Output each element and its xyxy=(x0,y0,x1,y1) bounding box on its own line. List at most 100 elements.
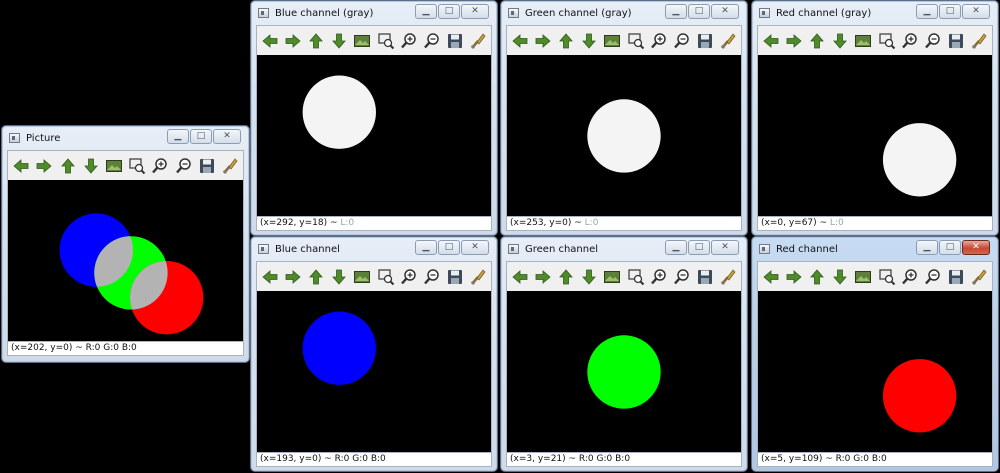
zoom-in-button[interactable] xyxy=(900,266,920,288)
close-button[interactable]: ✕ xyxy=(213,129,241,144)
maximize-button[interactable]: □ xyxy=(190,129,212,144)
titlebar[interactable]: Picture ▁ □ ✕ xyxy=(7,126,244,150)
arrow-up-button[interactable] xyxy=(306,266,326,288)
maximize-button[interactable]: □ xyxy=(688,240,710,255)
properties-button[interactable] xyxy=(468,30,488,52)
properties-button[interactable] xyxy=(969,266,989,288)
zoom-in-button[interactable] xyxy=(399,30,419,52)
minimize-button[interactable]: ▁ xyxy=(916,4,938,19)
arrow-down-button[interactable] xyxy=(329,30,349,52)
zoom-out-button[interactable] xyxy=(173,155,193,177)
minimize-button[interactable]: ▁ xyxy=(415,240,437,255)
arrow-down-button[interactable] xyxy=(81,155,101,177)
zoom-in-button[interactable] xyxy=(649,30,669,52)
close-button[interactable]: ✕ xyxy=(711,240,739,255)
close-button[interactable]: ✕ xyxy=(461,240,489,255)
titlebar[interactable]: Red channel ▁ □ ✕ xyxy=(757,237,993,261)
arrow-down-button[interactable] xyxy=(329,266,349,288)
arrow-left-button[interactable] xyxy=(260,30,280,52)
zoom-out-button[interactable] xyxy=(672,30,692,52)
save-button[interactable] xyxy=(445,266,465,288)
save-button[interactable] xyxy=(445,30,465,52)
properties-button[interactable] xyxy=(718,266,738,288)
zoom-in-button[interactable] xyxy=(649,266,669,288)
save-button[interactable] xyxy=(197,155,217,177)
green-gray-window[interactable]: Green channel (gray) ▁ □ ✕ (x=253, y=0) … xyxy=(500,0,748,236)
image-button[interactable] xyxy=(602,30,622,52)
arrow-right-button[interactable] xyxy=(283,30,303,52)
save-button[interactable] xyxy=(695,266,715,288)
arrow-down-button[interactable] xyxy=(579,30,599,52)
zoom-out-button[interactable] xyxy=(923,266,943,288)
close-button[interactable]: ✕ xyxy=(962,240,990,255)
arrow-right-button[interactable] xyxy=(533,266,553,288)
save-button[interactable] xyxy=(946,266,966,288)
arrow-right-button[interactable] xyxy=(784,266,804,288)
titlebar[interactable]: Green channel (gray) ▁ □ ✕ xyxy=(506,1,742,25)
image-canvas[interactable] xyxy=(757,291,993,452)
green-window[interactable]: Green channel ▁ □ ✕ (x=3, y=21) ~ R:0 G:… xyxy=(500,236,748,472)
image-canvas[interactable] xyxy=(256,291,492,452)
arrow-left-button[interactable] xyxy=(510,30,530,52)
image-canvas[interactable] xyxy=(506,55,742,216)
image-button[interactable] xyxy=(853,30,873,52)
arrow-left-button[interactable] xyxy=(260,266,280,288)
blue-gray-window[interactable]: Blue channel (gray) ▁ □ ✕ (x=292, y=18) … xyxy=(250,0,498,236)
close-button[interactable]: ✕ xyxy=(461,4,489,19)
minimize-button[interactable]: ▁ xyxy=(415,4,437,19)
arrow-up-button[interactable] xyxy=(807,30,827,52)
titlebar[interactable]: Green channel ▁ □ ✕ xyxy=(506,237,742,261)
image-button[interactable] xyxy=(104,155,124,177)
titlebar[interactable]: Red channel (gray) ▁ □ ✕ xyxy=(757,1,993,25)
zoom-out-button[interactable] xyxy=(672,266,692,288)
zoom-out-button[interactable] xyxy=(422,30,442,52)
image-canvas[interactable] xyxy=(7,180,244,341)
minimize-button[interactable]: ▁ xyxy=(665,4,687,19)
arrow-right-button[interactable] xyxy=(784,30,804,52)
properties-button[interactable] xyxy=(468,266,488,288)
zoom-fit-button[interactable] xyxy=(127,155,147,177)
maximize-button[interactable]: □ xyxy=(438,4,460,19)
titlebar[interactable]: Blue channel (gray) ▁ □ ✕ xyxy=(256,1,492,25)
maximize-button[interactable]: □ xyxy=(688,4,710,19)
minimize-button[interactable]: ▁ xyxy=(916,240,938,255)
maximize-button[interactable]: □ xyxy=(939,240,961,255)
image-canvas[interactable] xyxy=(506,291,742,452)
arrow-left-button[interactable] xyxy=(761,266,781,288)
properties-button[interactable] xyxy=(220,155,240,177)
zoom-fit-button[interactable] xyxy=(876,266,896,288)
zoom-in-button[interactable] xyxy=(399,266,419,288)
close-button[interactable]: ✕ xyxy=(962,4,990,19)
zoom-fit-button[interactable] xyxy=(625,30,645,52)
arrow-up-button[interactable] xyxy=(57,155,77,177)
properties-button[interactable] xyxy=(718,30,738,52)
zoom-in-button[interactable] xyxy=(900,30,920,52)
image-button[interactable] xyxy=(602,266,622,288)
red-window[interactable]: Red channel ▁ □ ✕ (x=5, y=109) ~ R:0 G:0… xyxy=(751,236,999,472)
arrow-up-button[interactable] xyxy=(556,30,576,52)
arrow-down-button[interactable] xyxy=(830,266,850,288)
arrow-right-button[interactable] xyxy=(533,30,553,52)
close-button[interactable]: ✕ xyxy=(711,4,739,19)
arrow-right-button[interactable] xyxy=(283,266,303,288)
arrow-down-button[interactable] xyxy=(830,30,850,52)
arrow-left-button[interactable] xyxy=(510,266,530,288)
maximize-button[interactable]: □ xyxy=(939,4,961,19)
minimize-button[interactable]: ▁ xyxy=(665,240,687,255)
picture-window[interactable]: Picture ▁ □ ✕ (x=202, y=0) ~ R:0 G:0 B:0 xyxy=(1,125,250,363)
zoom-fit-button[interactable] xyxy=(876,30,896,52)
zoom-in-button[interactable] xyxy=(150,155,170,177)
red-gray-window[interactable]: Red channel (gray) ▁ □ ✕ (x=0, y=67) ~ L… xyxy=(751,0,999,236)
zoom-fit-button[interactable] xyxy=(375,266,395,288)
blue-window[interactable]: Blue channel ▁ □ ✕ (x=193, y=0) ~ R:0 G:… xyxy=(250,236,498,472)
image-canvas[interactable] xyxy=(757,55,993,216)
properties-button[interactable] xyxy=(969,30,989,52)
arrow-right-button[interactable] xyxy=(34,155,54,177)
zoom-out-button[interactable] xyxy=(422,266,442,288)
minimize-button[interactable]: ▁ xyxy=(167,129,189,144)
arrow-left-button[interactable] xyxy=(11,155,31,177)
image-button[interactable] xyxy=(352,30,372,52)
arrow-up-button[interactable] xyxy=(807,266,827,288)
arrow-up-button[interactable] xyxy=(306,30,326,52)
zoom-fit-button[interactable] xyxy=(375,30,395,52)
